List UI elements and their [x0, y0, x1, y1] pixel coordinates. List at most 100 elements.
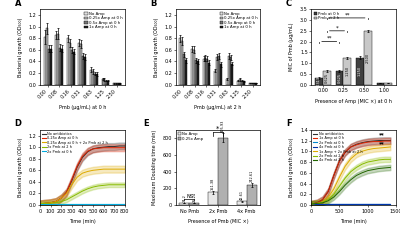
1x Amp + 2x Pmb at 2 h [382, 146, 387, 149]
Bar [195, 60, 197, 85]
Text: **: ** [379, 141, 385, 146]
0.25x Amp at 0 h + 2x Pmb at 2 h [54, 200, 58, 203]
2x Pmb at 2 h [90, 186, 95, 188]
4x Pmb at 0 h [377, 202, 382, 205]
Text: 151.38: 151.38 [211, 178, 215, 190]
Bar [115, 83, 117, 85]
2x Pmb at 2 h [343, 177, 348, 180]
Bar [67, 38, 69, 85]
Bar [232, 64, 234, 85]
2x Pmb at 0 h [64, 202, 69, 205]
Text: 24.2: 24.2 [182, 194, 186, 202]
Bar [71, 50, 73, 85]
2x Pmb at 0 h [320, 202, 325, 205]
1x Amp at 0 h [348, 146, 353, 148]
Bar [84, 57, 86, 85]
Bar [216, 57, 218, 85]
0.25x Amp at 0 h + 2x Pmb at 2 h [117, 168, 122, 171]
Bar [376, 83, 384, 85]
Legend: No Amp, 0.25x Amp at 0 h, 0.5x Amp at 0 h, 1x Amp at 0 h: No Amp, 0.25x Amp at 0 h, 0.5x Amp at 0 … [84, 11, 123, 30]
0.25x Amp at 0 h + 2x Pmb at 2 h [59, 197, 64, 199]
Text: **: ** [326, 36, 332, 41]
Bar [249, 83, 251, 85]
No antibiotics [382, 139, 387, 142]
Line: 0.25x Amp at 0 h: 0.25x Amp at 0 h [40, 148, 125, 204]
Bar [92, 71, 94, 85]
1x Amp + 2x Pmb at 2 h [314, 202, 319, 205]
Bar [73, 51, 75, 85]
Bar [343, 58, 351, 85]
0.25x Amp at 0 h [122, 146, 127, 149]
0.25x Amp at 0 h [48, 201, 53, 204]
Bar [180, 203, 190, 205]
0.25x Amp at 0 h + 2x Pmb at 2 h [48, 201, 53, 204]
0.25x Amp at 0 h [69, 178, 74, 181]
Bar [113, 83, 115, 85]
0.25x Amp at 0 h + 2x Pmb at 2 h [112, 168, 116, 171]
Bar [202, 58, 204, 85]
Bar [94, 74, 96, 85]
Bar [364, 31, 372, 85]
No antibiotics [64, 191, 69, 194]
Bar [197, 62, 199, 85]
2x Pmb at 0 h [371, 202, 376, 205]
No antibiotics [354, 143, 359, 146]
2x Pmb at 2 h [360, 163, 364, 166]
No antibiotics [348, 146, 353, 148]
2x Pmb at 0 h [343, 202, 348, 205]
Bar [218, 138, 228, 205]
Bar [117, 83, 119, 85]
Text: 25.24: 25.24 [192, 192, 196, 202]
0.25x Amp at 0 h + 2x Pmb at 2 h [122, 168, 127, 171]
2x Pmb at 0 h [43, 202, 48, 205]
No antibiotics [43, 202, 48, 205]
Text: B: B [150, 0, 156, 7]
Bar [61, 49, 63, 85]
1x Amp + 2x Pmb at 2 h [388, 146, 393, 148]
Text: 42.61: 42.61 [240, 190, 244, 200]
X-axis label: Time (min): Time (min) [69, 219, 96, 224]
Text: 805.93: 805.93 [221, 120, 225, 132]
No antibiotics [377, 139, 382, 142]
Text: **: ** [344, 12, 350, 17]
0.25x Amp at 0 h + 2x Pmb at 2 h [38, 202, 42, 205]
No antibiotics [117, 145, 122, 147]
1x Amp at 0 h [337, 160, 342, 162]
Bar [182, 41, 183, 85]
4x Pmb at 2 h [314, 202, 319, 205]
Bar [214, 71, 216, 85]
4x Pmb at 2 h [337, 190, 342, 193]
Bar [218, 56, 220, 85]
No antibiotics [337, 160, 342, 162]
No antibiotics [38, 202, 42, 205]
1x Amp + 2x Pmb at 2 h [326, 196, 330, 199]
1x Amp at 0 h [343, 151, 348, 154]
Y-axis label: Bacterial growth (OD₆₀₀): Bacterial growth (OD₆₀₀) [18, 17, 23, 77]
4x Pmb at 2 h [332, 195, 336, 198]
0.25x Amp at 0 h [112, 146, 116, 149]
2x Pmb at 0 h [309, 202, 314, 205]
Line: 2x Pmb at 2 h: 2x Pmb at 2 h [311, 159, 390, 204]
2x Pmb at 2 h [112, 183, 116, 186]
Bar [80, 44, 82, 85]
2x Pmb at 2 h [377, 158, 382, 161]
0.25x Amp at 0 h [101, 146, 106, 149]
4x Pmb at 2 h [382, 167, 387, 169]
No antibiotics [101, 146, 106, 148]
4x Pmb at 0 h [309, 202, 314, 205]
2x Pmb at 2 h [326, 198, 330, 201]
2x Pmb at 0 h [59, 202, 64, 205]
4x Pmb at 2 h [371, 168, 376, 171]
2x Pmb at 0 h [348, 202, 353, 205]
2x Pmb at 2 h [332, 193, 336, 196]
Bar [336, 71, 343, 85]
2x Pmb at 0 h [75, 202, 80, 205]
Text: NS: NS [186, 194, 193, 199]
1x Amp at 0 h [360, 142, 364, 145]
Bar [108, 81, 109, 85]
Text: 242.61: 242.61 [250, 169, 254, 182]
1x Amp at 0 h [371, 140, 376, 143]
2x Pmb at 2 h [388, 158, 393, 161]
2x Pmb at 0 h [382, 202, 387, 205]
2x Pmb at 2 h [48, 202, 53, 205]
